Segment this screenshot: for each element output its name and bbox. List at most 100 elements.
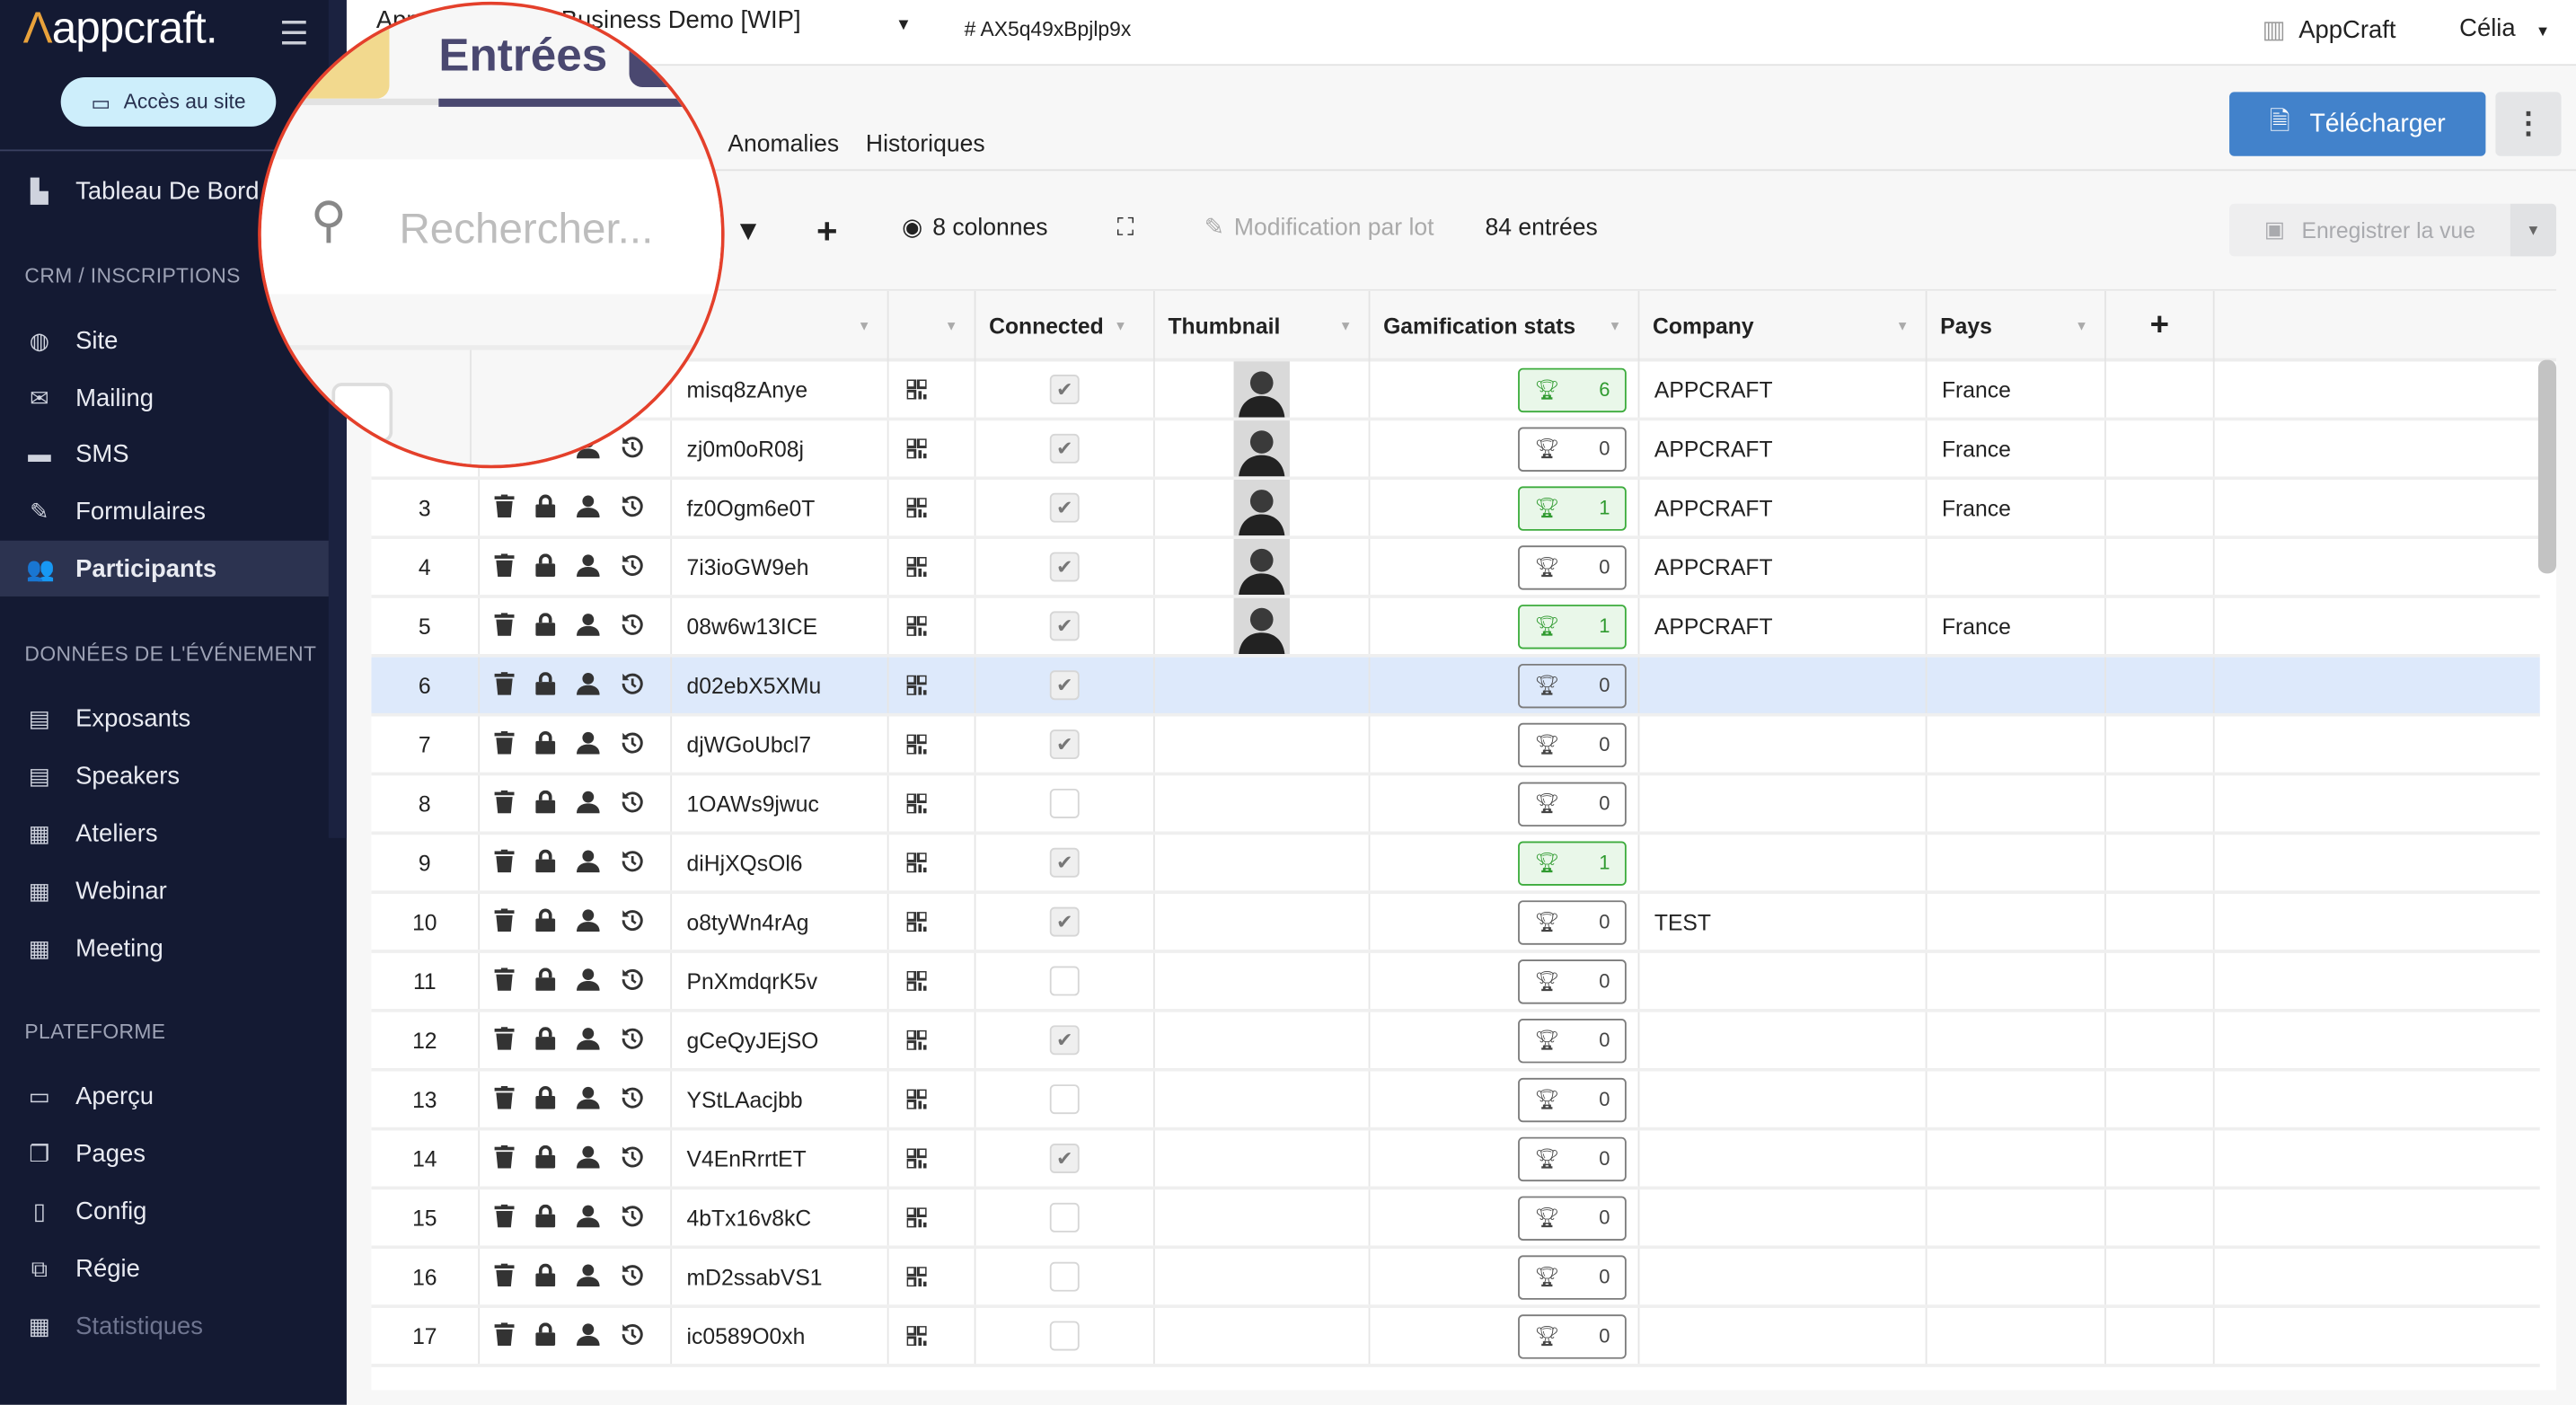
thumbnail-image[interactable] (1233, 480, 1290, 536)
lock-icon[interactable] (535, 671, 556, 699)
col-company[interactable]: Company ▼ (1639, 290, 1928, 362)
gamification-badge[interactable]: 🏆︎ 1 (1518, 840, 1627, 885)
qr-code-icon[interactable] (889, 1249, 976, 1305)
table-row[interactable]: 11 PnXmdqrK5v 🏆︎ 0 (371, 952, 2540, 1012)
user-icon[interactable] (577, 1144, 600, 1172)
sidebar-item-r-gie[interactable]: ⧉ Régie (0, 1241, 329, 1296)
company-cell[interactable] (1639, 657, 1928, 713)
table-row[interactable]: 12 gCeQyJEjSO ✔ 🏆︎ 0 (371, 1012, 2540, 1072)
qr-code-icon[interactable] (889, 1307, 976, 1365)
trash-icon[interactable] (494, 1144, 515, 1172)
batch-edit-button[interactable]: ✎ Modification par lot (1204, 216, 1434, 242)
participant-id[interactable]: PnXmdqrK5v (672, 952, 889, 1010)
connected-checkbox[interactable] (1049, 1084, 1080, 1115)
connected-checkbox[interactable] (1049, 1202, 1080, 1233)
history-icon[interactable] (621, 1263, 644, 1291)
user-icon[interactable] (577, 1026, 600, 1054)
gamification-badge[interactable]: 🏆︎ 0 (1518, 544, 1627, 589)
gamification-badge[interactable]: 🏆︎ 1 (1518, 485, 1627, 530)
qr-code-icon[interactable] (889, 1130, 976, 1187)
participant-id[interactable]: 7i3ioGW9eh (672, 538, 889, 596)
history-icon[interactable] (621, 1204, 644, 1232)
pays-cell[interactable] (1928, 657, 2106, 713)
history-icon[interactable] (621, 967, 644, 994)
company-cell[interactable]: APPCRAFT (1639, 538, 1928, 596)
participant-id[interactable]: d02ebX5XMu (672, 657, 889, 713)
qr-code-icon[interactable] (889, 657, 976, 713)
site-access-button[interactable]: ▭ Accès au site (60, 76, 277, 127)
history-icon[interactable] (621, 1321, 644, 1349)
company-cell[interactable] (1639, 1189, 1928, 1246)
gamification-badge[interactable]: 🏆︎ 0 (1518, 1254, 1627, 1299)
qr-code-icon[interactable] (889, 361, 976, 418)
user-icon[interactable] (577, 967, 600, 994)
connected-checkbox[interactable]: ✔ (1049, 906, 1080, 937)
sidebar-item-webinar[interactable]: ▦ Webinar (0, 862, 329, 918)
user-icon[interactable] (577, 849, 600, 877)
sidebar-item-site[interactable]: ◍ Site (0, 313, 329, 368)
participant-id[interactable]: djWGoUbcl7 (672, 716, 889, 773)
gamification-badge[interactable]: 🏆︎ 0 (1518, 959, 1627, 1003)
trash-icon[interactable] (494, 730, 515, 758)
table-row[interactable]: 7 djWGoUbcl7 ✔ 🏆︎ 0 (371, 716, 2540, 776)
qr-code-icon[interactable] (889, 952, 976, 1010)
table-row[interactable]: 1 misq8zAnye ✔ 🏆︎6 APPCRAFT France (371, 361, 2540, 421)
pays-cell[interactable] (1928, 1249, 2106, 1305)
connected-checkbox[interactable]: ✔ (1049, 847, 1080, 878)
qr-code-icon[interactable] (889, 597, 976, 654)
user-icon[interactable] (577, 612, 600, 640)
connected-checkbox[interactable]: ✔ (1049, 552, 1080, 582)
save-view-button[interactable]: ▣ Enregistrer la vue (2229, 203, 2510, 257)
gamification-badge[interactable]: 🏆︎ 0 (1518, 721, 1627, 767)
gamification-badge[interactable]: 🏆︎ 0 (1518, 1195, 1627, 1241)
user-icon[interactable] (577, 730, 600, 758)
participant-id[interactable]: 1OAWs9jwuc (672, 775, 889, 832)
trash-icon[interactable] (494, 612, 515, 640)
user-icon[interactable] (577, 908, 600, 936)
pays-cell[interactable] (1928, 1071, 2106, 1127)
sidebar-item-statistiques[interactable]: ▦ Statistiques (0, 1298, 329, 1354)
table-row[interactable]: 13 YStLAacjbb 🏆︎ 0 (371, 1071, 2540, 1131)
history-icon[interactable] (621, 612, 644, 640)
user-icon[interactable] (577, 1204, 600, 1232)
trash-icon[interactable] (494, 848, 515, 877)
select-all-checkbox[interactable] (331, 383, 393, 443)
pays-cell[interactable] (1928, 1012, 2106, 1068)
table-row[interactable]: 5 08w6w13ICE ✔ 🏆︎ 1 APPCRAFT France (371, 597, 2540, 658)
company-cell[interactable] (1639, 952, 1928, 1010)
qr-code-icon[interactable] (889, 894, 976, 950)
pays-cell[interactable] (1928, 538, 2106, 596)
save-view-dropdown[interactable]: ▼ (2510, 203, 2557, 257)
history-icon[interactable] (621, 790, 644, 817)
lock-icon[interactable] (535, 552, 556, 580)
columns-button[interactable]: ◉ 8 colonnes (902, 216, 1047, 242)
connected-checkbox[interactable]: ✔ (1049, 670, 1080, 701)
pays-cell[interactable]: France (1928, 597, 2106, 654)
company-cell[interactable]: APPCRAFT (1639, 420, 1928, 477)
lock-icon[interactable] (535, 1321, 556, 1349)
connected-checkbox[interactable] (1049, 1261, 1080, 1292)
company-cell[interactable] (1639, 1130, 1928, 1187)
sidebar-item-ateliers[interactable]: ▦ Ateliers (0, 805, 329, 861)
sidebar-item-sms[interactable]: ▬ SMS (0, 426, 329, 482)
gamification-badge[interactable]: 🏆︎ 0 (1518, 1076, 1627, 1122)
trash-icon[interactable] (494, 789, 515, 817)
connected-checkbox[interactable] (1049, 966, 1080, 996)
table-scrollbar[interactable] (2537, 359, 2557, 574)
user-icon[interactable] (577, 1263, 600, 1291)
participant-id[interactable]: fz0Ogm6e0T (672, 480, 889, 536)
sidebar-item-participants[interactable]: 👥 Participants (0, 540, 329, 596)
expand-icon[interactable]: ⛶ (1116, 215, 1134, 242)
participant-id[interactable]: gCeQyJEjSO (672, 1012, 889, 1068)
trash-icon[interactable] (494, 552, 515, 580)
pays-cell[interactable] (1928, 1130, 2106, 1187)
gamification-badge[interactable]: 🏆︎ 0 (1518, 1018, 1627, 1063)
company-cell[interactable]: TEST (1639, 894, 1928, 950)
tab-historiques[interactable]: Historiques (865, 131, 985, 158)
pays-cell[interactable] (1928, 775, 2106, 832)
gamification-badge[interactable]: 🏆︎ 1 (1518, 604, 1627, 649)
table-row[interactable]: 15 4bTx16v8kC 🏆︎ 0 (371, 1189, 2540, 1250)
pays-cell[interactable] (1928, 716, 2106, 773)
participant-id[interactable]: o8tyWn4rAg (672, 894, 889, 950)
sidebar-item-config[interactable]: ▯ Config (0, 1183, 329, 1239)
